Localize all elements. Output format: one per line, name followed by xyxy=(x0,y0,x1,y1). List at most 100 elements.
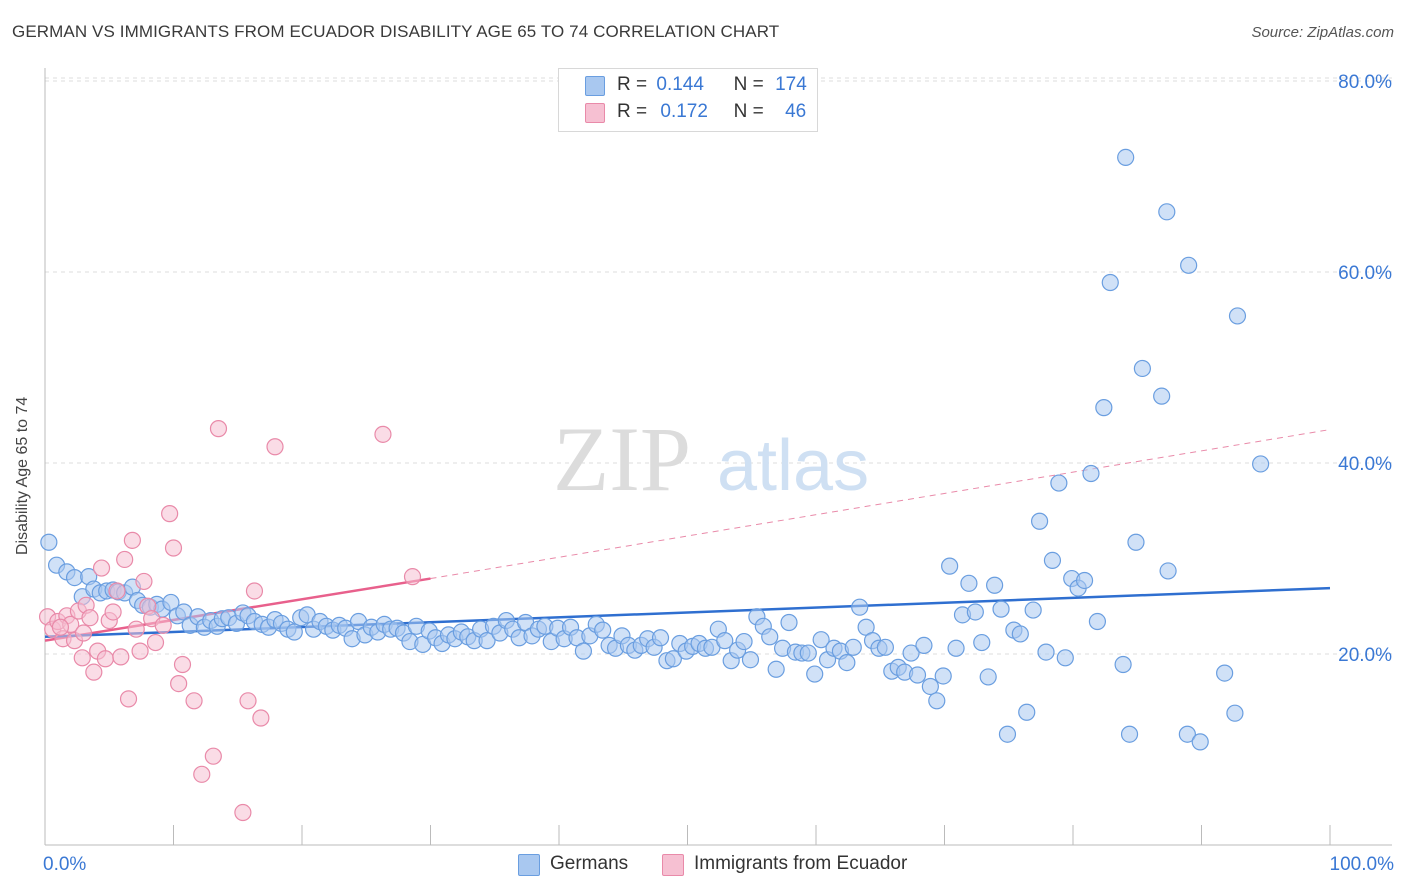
legend-label-germans: Germans xyxy=(550,853,629,874)
watermark-atlas: atlas xyxy=(717,426,869,506)
germans-point xyxy=(876,638,894,656)
y-tick-label: 80.0% xyxy=(1338,72,1392,93)
germans-point xyxy=(992,600,1010,618)
germans-point xyxy=(1030,512,1049,530)
germans-point xyxy=(960,574,978,592)
germans-point xyxy=(1056,649,1074,667)
germans-point xyxy=(1088,612,1107,631)
ecuador-point xyxy=(234,803,252,822)
legend-label-ecuador: Immigrants from Ecuador xyxy=(694,853,908,874)
ecuador-point xyxy=(108,582,126,600)
germans-point xyxy=(979,668,997,686)
germans-point xyxy=(941,557,959,575)
germans-point xyxy=(767,660,785,678)
n-value: 46 xyxy=(785,101,807,122)
germans-point xyxy=(806,665,824,683)
chart-title: GERMAN VS IMMIGRANTS FROM ECUADOR DISABI… xyxy=(12,22,780,41)
y-tick-label: 40.0% xyxy=(1338,454,1392,475)
r-label: R = xyxy=(617,74,648,95)
r-value: 0.172 xyxy=(660,101,708,122)
germans-point xyxy=(1043,551,1062,570)
germans-point xyxy=(1117,148,1135,166)
ecuador-point xyxy=(104,603,122,621)
germans-point xyxy=(1153,387,1171,405)
ecuador-point xyxy=(135,572,153,591)
y-tick-labels: 20.0% 40.0% 60.0% 80.0% xyxy=(1338,72,1392,666)
axes xyxy=(44,68,1392,846)
germans-point xyxy=(1226,704,1244,722)
germans-point xyxy=(1133,359,1151,378)
germans-point xyxy=(1120,725,1139,743)
gridlines xyxy=(45,77,1392,655)
x-tick-label-min: 0.0% xyxy=(43,854,86,875)
germans-point xyxy=(1037,643,1055,661)
germans-point xyxy=(973,633,991,652)
germans-point xyxy=(844,638,862,656)
y-tick-label: 60.0% xyxy=(1338,263,1392,284)
ecuador-point xyxy=(127,620,145,638)
watermark-zip: ZIP xyxy=(553,408,691,510)
ecuador-point xyxy=(239,692,257,710)
watermark: ZIP atlas xyxy=(553,408,869,510)
ecuador-trend-extension xyxy=(430,429,1331,580)
germans-point xyxy=(1101,273,1119,292)
r-label: R = xyxy=(617,101,648,122)
germans-point xyxy=(1011,625,1029,643)
germans-point xyxy=(716,632,734,650)
ecuador-point xyxy=(170,675,188,693)
germans-point xyxy=(986,576,1004,594)
germans-point xyxy=(1191,733,1209,751)
x-tick-label-max: 100.0% xyxy=(1330,854,1395,875)
ecuador-point xyxy=(73,649,91,667)
legend-swatch-pink xyxy=(662,854,684,876)
ecuador-point xyxy=(96,650,114,668)
ecuador-point xyxy=(116,550,134,569)
ecuador-point xyxy=(164,539,183,557)
n-value: 174 xyxy=(775,74,807,95)
ecuador-point xyxy=(266,438,284,456)
ecuador-point xyxy=(245,582,264,600)
germans-point xyxy=(1018,703,1036,721)
germans-point xyxy=(1082,464,1100,483)
ecuador-point xyxy=(131,642,149,660)
ecuador-point xyxy=(252,709,270,727)
legend-swatch-blue xyxy=(585,76,605,96)
legend-swatch-blue xyxy=(518,854,540,876)
germans-point xyxy=(478,632,496,650)
ecuador-point xyxy=(92,559,111,577)
series-germans xyxy=(40,148,1270,751)
germans-point xyxy=(1252,455,1270,473)
germans-point xyxy=(574,642,593,660)
germans-point xyxy=(780,613,798,632)
germans-point xyxy=(1228,307,1247,325)
x-tick-labels: 0.0% 100.0% xyxy=(43,854,1394,875)
ecuador-point xyxy=(74,624,93,642)
germans-point xyxy=(1159,562,1177,580)
germans-point xyxy=(966,603,984,621)
ecuador-point xyxy=(161,505,179,523)
germans-point xyxy=(934,667,952,685)
germans-point xyxy=(902,644,920,662)
ecuador-point xyxy=(154,616,172,634)
germans-point xyxy=(594,621,612,639)
germans-point xyxy=(838,653,856,672)
germans-point xyxy=(741,651,760,669)
germans-point xyxy=(1127,533,1145,551)
germans-point xyxy=(908,666,927,684)
legend-swatch-pink xyxy=(585,103,605,123)
germans-point xyxy=(651,629,670,647)
germans-point xyxy=(921,677,939,696)
germans-point xyxy=(851,598,869,616)
ecuador-point xyxy=(173,655,192,674)
germans-point xyxy=(761,628,779,646)
n-label: N = xyxy=(733,74,764,95)
germans-point xyxy=(735,632,753,651)
ecuador-point xyxy=(123,531,141,549)
germans-point xyxy=(1114,655,1132,674)
ecuador-point xyxy=(403,568,422,586)
germans-point xyxy=(947,639,965,657)
y-tick-label: 20.0% xyxy=(1338,645,1392,666)
ecuador-point xyxy=(209,420,228,438)
germans-point xyxy=(928,692,946,710)
